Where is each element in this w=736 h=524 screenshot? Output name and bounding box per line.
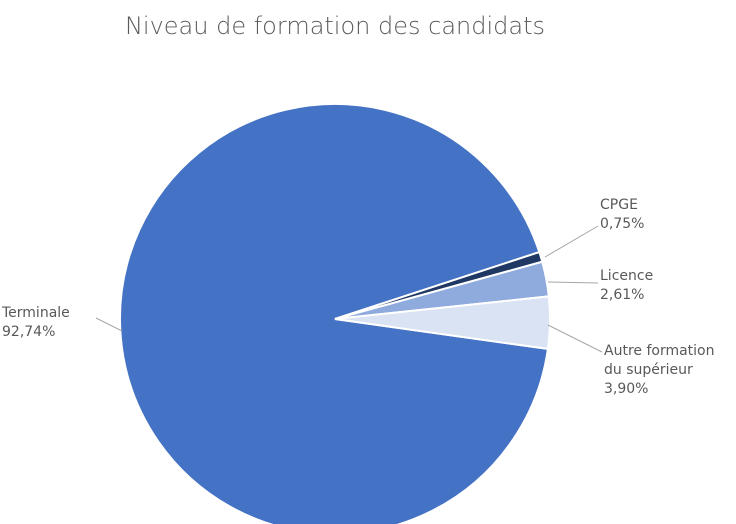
category-label: CPGE	[600, 197, 638, 213]
data-label: Licence 2,61%	[600, 267, 720, 305]
chart-title: Niveau de formation des candidats	[124, 12, 546, 40]
data-label: CPGE 0,75%	[600, 196, 720, 234]
leader-line	[547, 324, 603, 353]
pie-slice	[119, 103, 550, 524]
category-label: Terminale	[2, 305, 70, 321]
pie-slice	[334, 295, 551, 351]
category-label: Licence	[600, 268, 654, 284]
data-label: Autre formation du supérieur 3,90%	[604, 342, 734, 399]
value-label: 3,90%	[604, 381, 649, 397]
value-label: 92,74%	[2, 324, 56, 340]
leader-line	[544, 225, 599, 258]
data-label: Terminale 92,74%	[2, 304, 102, 342]
category-label: Autre formation du supérieur	[604, 343, 715, 378]
leader-line	[95, 317, 123, 332]
leader-line	[547, 281, 599, 284]
value-label: 0,75%	[600, 216, 645, 232]
value-label: 2,61%	[600, 287, 645, 303]
